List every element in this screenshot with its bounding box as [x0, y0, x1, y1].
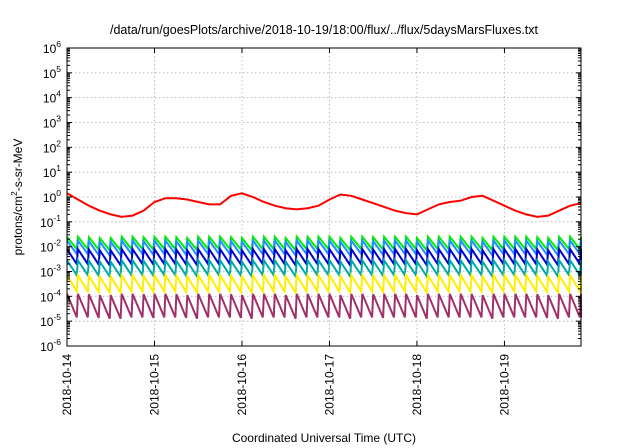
y-tick-base: 10: [40, 290, 54, 304]
y-tick-base: 10: [43, 166, 57, 180]
y-tick-exponent: -4: [53, 287, 61, 297]
x-axis: 2018-10-14 2018-10-15 2018-10-16 2018-10-17…: [60, 48, 511, 415]
y-tick-label: 10-5: [40, 312, 61, 329]
y-tick-exponent: 5: [56, 64, 61, 74]
y-tick-label: 10-6: [40, 337, 61, 354]
y-axis-label-superscript: 2: [9, 191, 19, 196]
x-tick-label: 2018-10-18: [410, 354, 424, 416]
y-tick-label: 100: [43, 188, 61, 205]
y-tick-label: 10-1: [40, 213, 61, 230]
x-tick-label: 2018-10-15: [147, 354, 161, 416]
y-tick-label: 101: [43, 163, 61, 180]
y-tick-label: 102: [43, 138, 61, 155]
y-axis: 10610510410310210110010-110-210-310-410-…: [40, 39, 581, 354]
y-tick-exponent: -2: [53, 238, 61, 248]
y-tick-exponent: 1: [56, 163, 61, 173]
y-tick-base: 10: [43, 92, 57, 106]
y-tick-label: 10-4: [40, 287, 61, 304]
y-tick-exponent: 3: [56, 114, 61, 124]
y-tick-exponent: 2: [56, 138, 61, 148]
y-tick-exponent: -3: [53, 263, 61, 273]
y-tick-base: 10: [40, 315, 54, 329]
y-tick-base: 10: [43, 67, 57, 81]
y-tick-exponent: -5: [53, 312, 61, 322]
x-axis-label: Coordinated Universal Time (UTC): [232, 431, 416, 445]
y-tick-exponent: 4: [56, 89, 61, 99]
y-tick-base: 10: [40, 216, 54, 230]
x-tick-label: 2018-10-19: [497, 354, 511, 416]
y-tick-base: 10: [40, 266, 54, 280]
x-tick-label: 2018-10-14: [60, 354, 74, 416]
y-axis-label: protons/cm2-s-sr-MeV: [9, 139, 25, 256]
y-tick-label: 106: [43, 39, 61, 56]
x-tick-label: 2018-10-17: [322, 354, 336, 416]
y-tick-base: 10: [40, 340, 54, 354]
y-axis-label-prefix: protons/cm: [11, 196, 25, 255]
y-tick-label: 10-2: [40, 238, 61, 255]
y-tick-label: 10-3: [40, 263, 61, 280]
y-tick-exponent: 6: [56, 39, 61, 49]
y-tick-base: 10: [40, 241, 54, 255]
series-line-5: [66, 271, 582, 296]
y-tick-base: 10: [43, 191, 57, 205]
series-line-6: [66, 293, 582, 320]
y-axis-label-suffix: -s-sr-MeV: [11, 139, 25, 192]
y-tick-label: 104: [43, 89, 61, 106]
y-tick-exponent: -6: [53, 337, 61, 347]
y-tick-exponent: 0: [56, 188, 61, 198]
chart-title: /data/run/goesPlots/archive/2018-10-19/1…: [110, 23, 539, 37]
series-line-0: [66, 192, 582, 218]
y-tick-base: 10: [43, 42, 57, 56]
y-tick-label: 103: [43, 114, 61, 131]
y-tick-label: 105: [43, 64, 61, 81]
y-tick-base: 10: [43, 117, 57, 131]
series-layer: [66, 192, 582, 320]
x-tick-label: 2018-10-16: [235, 354, 249, 416]
y-tick-exponent: -1: [53, 213, 61, 223]
y-tick-base: 10: [43, 141, 57, 155]
